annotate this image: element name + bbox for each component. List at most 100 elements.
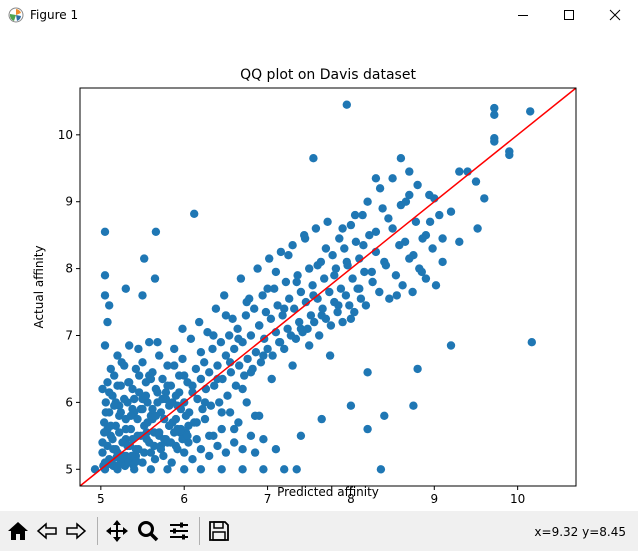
cursor-coordinates: x=9.32 y=8.45 (534, 525, 626, 539)
data-point (310, 317, 319, 327)
data-point (131, 364, 141, 374)
data-point (150, 274, 160, 283)
qq-scatter-plot: QQ plot on Davis dataset 5 6 7 8 9 10 5 6 7 8 9 10… (32, 67, 577, 506)
data-point (143, 418, 152, 427)
configure-subplots-button[interactable] (165, 517, 193, 545)
data-point (311, 224, 321, 233)
zoom-icon (138, 521, 159, 542)
figure-canvas[interactable]: QQ plot on Davis dataset 5 6 7 8 9 10 5 6 7 8 9 10… (0, 30, 638, 511)
data-point (231, 381, 241, 390)
data-point (135, 371, 144, 380)
data-point (106, 421, 116, 430)
data-point (281, 277, 291, 287)
data-point (330, 297, 339, 307)
data-point (280, 344, 289, 354)
data-point (446, 341, 456, 350)
data-point (153, 338, 162, 347)
data-point (325, 287, 334, 297)
data-point (128, 384, 137, 394)
data-point (150, 441, 159, 451)
home-button[interactable] (4, 517, 32, 545)
minimize-button[interactable] (500, 0, 546, 30)
data-point (213, 361, 222, 370)
data-point (140, 448, 149, 457)
data-point (348, 274, 357, 283)
close-button[interactable] (592, 0, 638, 30)
x-tick-label: 7 (264, 492, 272, 506)
data-point (346, 314, 356, 323)
data-point (163, 361, 172, 370)
data-point (328, 251, 337, 260)
data-point (132, 457, 141, 466)
data-point (113, 381, 122, 390)
pan-button[interactable] (103, 517, 131, 545)
data-point (100, 291, 110, 300)
data-point (221, 351, 231, 360)
data-point (215, 398, 224, 407)
data-point (346, 220, 356, 230)
data-point (250, 304, 259, 313)
save-button[interactable] (205, 517, 233, 545)
data-point (166, 438, 176, 447)
data-point (221, 448, 231, 457)
configure-subplots-icon (170, 522, 188, 540)
data-point (158, 394, 167, 404)
data-point (176, 424, 186, 434)
data-point (415, 264, 424, 273)
data-point (268, 351, 277, 360)
data-point (208, 344, 217, 354)
x-ticks: 5 6 7 8 9 10 (97, 486, 525, 506)
data-point (288, 361, 297, 370)
data-point (116, 408, 126, 417)
data-point (392, 291, 401, 300)
zoom-button[interactable] (134, 517, 162, 545)
data-point (161, 388, 171, 397)
data-point (323, 217, 332, 226)
data-point (306, 311, 316, 320)
y-axis-label: Actual affinity (32, 245, 46, 328)
data-point (505, 150, 514, 160)
data-point (146, 374, 156, 384)
data-point (425, 190, 434, 200)
reference-line (79, 87, 577, 487)
maximize-button[interactable] (546, 0, 592, 30)
data-point (388, 174, 397, 183)
data-point (315, 331, 324, 340)
data-point (151, 227, 161, 236)
data-point (421, 274, 431, 283)
data-point (305, 264, 314, 273)
data-point (191, 364, 201, 374)
data-point (346, 401, 356, 410)
data-point (280, 465, 289, 474)
data-point (131, 445, 141, 454)
data-point (245, 294, 254, 303)
data-point (359, 241, 368, 250)
back-button[interactable] (33, 517, 61, 545)
data-point (358, 210, 367, 220)
data-point (180, 448, 189, 457)
x-tick-label: 6 (180, 492, 188, 506)
data-point (98, 448, 107, 457)
data-point (230, 438, 239, 447)
data-point (368, 277, 377, 287)
data-point (200, 414, 210, 424)
data-point (141, 391, 151, 400)
data-point (100, 428, 109, 437)
forward-button[interactable] (62, 517, 90, 545)
data-point (360, 267, 369, 277)
data-point (127, 451, 136, 461)
data-point (175, 388, 184, 397)
data-point (270, 284, 279, 293)
data-point (151, 411, 161, 420)
data-point (193, 394, 202, 404)
reference-line-layer (79, 87, 577, 487)
data-point (293, 271, 302, 280)
data-point (103, 317, 112, 327)
data-point (181, 411, 191, 420)
data-point (121, 424, 130, 434)
data-point (438, 257, 447, 267)
window-title: Figure 1 (30, 8, 79, 22)
data-point (216, 338, 226, 347)
data-point (211, 304, 221, 313)
y-tick-label: 7 (65, 328, 73, 342)
